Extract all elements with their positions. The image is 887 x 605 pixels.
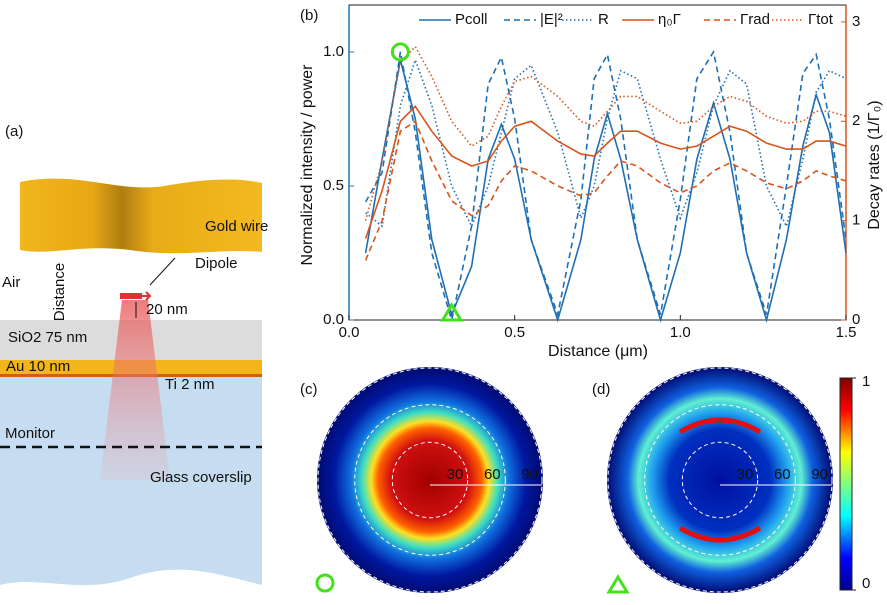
series-line	[364, 59, 847, 324]
panel-label: (b)	[300, 7, 318, 24]
triangle-marker	[440, 302, 464, 322]
sio2-label: SiO2 75 nm	[8, 329, 87, 346]
y2-tick-label: 2	[852, 112, 860, 129]
angle-label: 90	[521, 466, 538, 483]
schematic: (a) Gold wire Air Distance Dipole 20 nm …	[0, 123, 268, 586]
dipole-label: Dipole	[195, 255, 238, 272]
circle-marker	[390, 42, 410, 62]
legend-label: Pcoll	[455, 11, 488, 28]
series-line	[364, 49, 847, 321]
gold-label: Gold wire	[205, 218, 268, 235]
series-line	[365, 57, 847, 229]
x-tick-label: 1.5	[836, 324, 857, 341]
glass-label: Glass coverslip	[150, 469, 252, 486]
gap-label: 20 nm	[146, 301, 188, 318]
panel-label: (c)	[300, 381, 318, 398]
panel-label: (d)	[592, 381, 610, 398]
y2-axis-label: Decay rates (1/Γ₀)	[866, 100, 883, 229]
au-label: Au 10 nm	[6, 358, 70, 375]
x-axis-label: Distance (μm)	[548, 343, 648, 360]
dipole-arrow	[142, 291, 152, 301]
emission-cone	[100, 300, 170, 480]
lobe	[678, 417, 762, 435]
colorbar-label: 1	[862, 373, 870, 390]
air-label: Air	[2, 274, 20, 291]
angle-label: 30	[737, 466, 754, 483]
y-axis-label: Normalized intensity / power	[299, 64, 316, 266]
y-tick-label: 0.0	[323, 311, 344, 328]
distance-label: Distance	[51, 263, 68, 321]
lobe	[678, 525, 762, 543]
x-tick-label: 1.0	[670, 324, 691, 341]
legend-label: Γtot	[808, 11, 834, 28]
angle-ring	[391, 441, 469, 519]
angle-ring	[681, 441, 759, 519]
gold-wire	[20, 178, 262, 254]
map-c	[317, 367, 543, 593]
legend-label: η₀Γ	[658, 11, 681, 28]
series-line	[364, 45, 847, 221]
circle-marker	[315, 573, 335, 593]
angle-ring	[317, 367, 543, 593]
angular-maps: (c) (d) 30 60 90 30 60 90 1 0	[300, 367, 870, 594]
panel-label: (a)	[5, 123, 23, 140]
legend-label: R	[598, 11, 609, 28]
legend-label: Γrad	[740, 11, 770, 28]
plot-frame	[348, 4, 847, 321]
series-line	[364, 105, 847, 239]
colorbar	[839, 377, 853, 591]
legend-label: |E|²	[540, 11, 563, 28]
y-tick-label: 0.5	[323, 177, 344, 194]
triangle-marker	[606, 574, 630, 594]
y2-tick-label: 0	[852, 311, 860, 328]
angle-ring	[354, 404, 506, 556]
x-tick-label: 0.5	[504, 324, 525, 341]
angle-ring	[607, 367, 833, 593]
angle-label: 60	[774, 466, 791, 483]
angle-ring	[644, 404, 796, 556]
y2-tick-label: 1	[852, 212, 860, 229]
angle-label: 60	[484, 466, 501, 483]
y2-tick-label: 3	[852, 13, 860, 30]
x-tick-label: 0.0	[339, 324, 360, 341]
y-tick-label: 1.0	[323, 43, 344, 60]
angle-label: 90	[811, 466, 828, 483]
series-line	[364, 120, 847, 261]
dipole	[120, 293, 142, 299]
monitor-label: Monitor	[5, 425, 55, 442]
glass	[0, 377, 262, 586]
line-chart: (b) 0.0 0.5 1.0 1.5 0.0 0.5 1.0 0 1 2 3 Distance (μ…	[299, 4, 883, 360]
ti-label: Ti 2 nm	[165, 376, 214, 393]
map-d	[607, 367, 833, 593]
colorbar-label: 0	[862, 575, 870, 592]
dipole-pointer	[149, 257, 176, 286]
angle-label: 30	[447, 466, 464, 483]
